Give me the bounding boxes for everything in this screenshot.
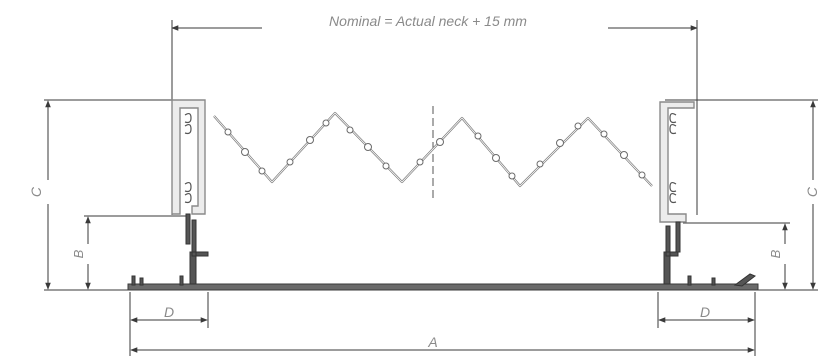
dimension-a: A: [129, 328, 755, 356]
label-c-right: C: [804, 186, 820, 197]
blade-pattern: [213, 111, 653, 188]
label-d-left: D: [164, 304, 174, 320]
label-c-left: C: [28, 186, 44, 197]
label-d-right: D: [700, 304, 710, 320]
right-neck-profile: [659, 101, 695, 285]
dimension-d-right: D: [657, 292, 756, 356]
left-neck-profile: [171, 99, 209, 285]
dimension-b-right: B: [683, 222, 795, 290]
nominal-dimension: Nominal = Actual neck + 15 mm: [171, 13, 698, 215]
dimension-d-left: D: [129, 292, 209, 328]
label-b-left: B: [71, 249, 86, 258]
dimension-b-left: B: [71, 215, 188, 290]
nominal-note: Nominal = Actual neck + 15 mm: [329, 13, 527, 29]
label-a: A: [427, 334, 437, 350]
label-b-right: B: [768, 249, 783, 258]
face-plate: [127, 273, 759, 291]
dimension-c-left: C: [28, 99, 205, 291]
dimension-c-right: C: [665, 99, 823, 291]
